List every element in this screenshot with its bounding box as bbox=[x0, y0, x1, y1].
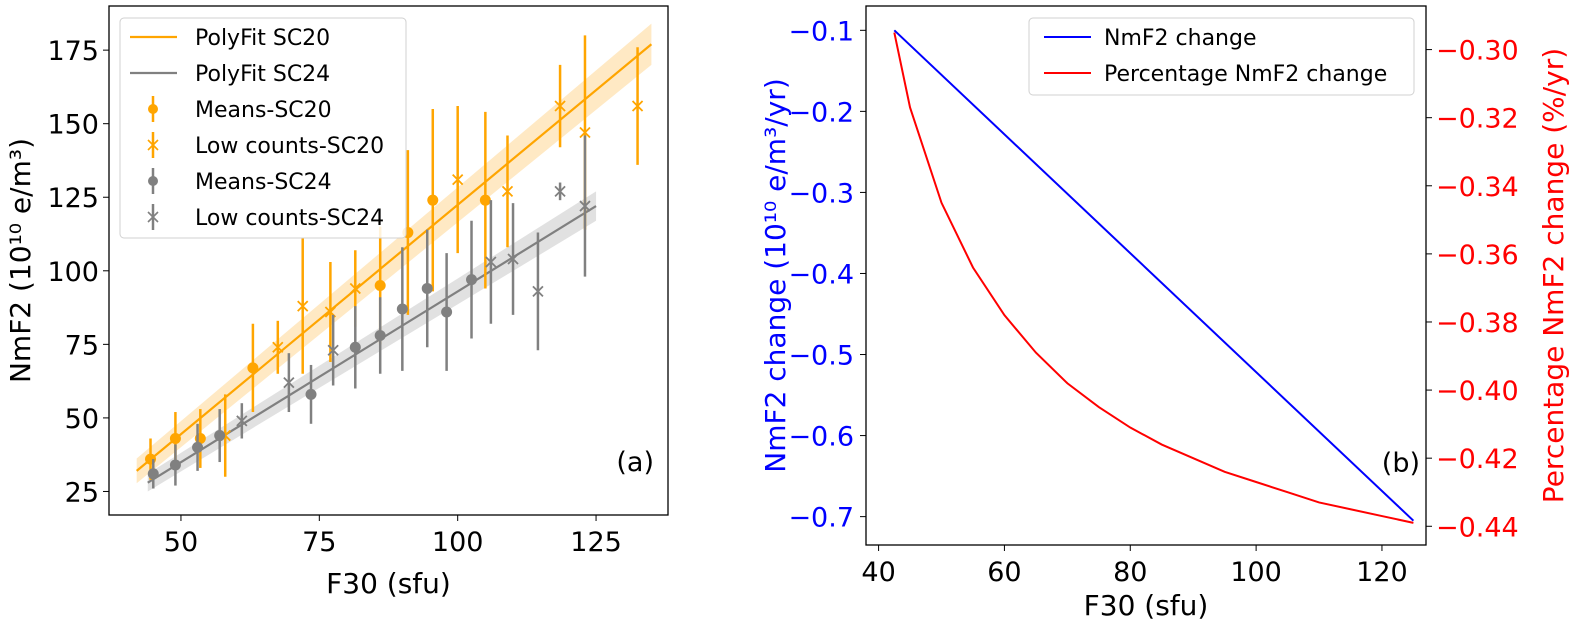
data-point-means-sc24 bbox=[421, 282, 433, 294]
data-point-low counts-sc20 bbox=[579, 126, 591, 139]
x-tick-label: 60 bbox=[987, 557, 1021, 588]
data-point-low counts-sc24 bbox=[485, 256, 497, 268]
x-tick-label: 40 bbox=[861, 557, 895, 588]
data-point-low counts-sc20 bbox=[501, 185, 514, 197]
data-point-low counts-sc24 bbox=[554, 185, 566, 197]
y-tick-label: 150 bbox=[47, 110, 99, 141]
data-point-means-sc24 bbox=[374, 330, 386, 342]
legend-x-icon bbox=[147, 139, 159, 151]
y-right-tick-label: −0.44 bbox=[1436, 512, 1519, 543]
y-left-tick-label: −0.2 bbox=[788, 97, 854, 128]
x-tick-label: 125 bbox=[570, 527, 622, 558]
y-right-tick-label: −0.42 bbox=[1436, 444, 1519, 475]
x-tick-label: 50 bbox=[164, 527, 198, 558]
y-right-tick-label: −0.36 bbox=[1436, 240, 1519, 271]
data-point-means-sc20 bbox=[427, 194, 439, 206]
data-point-means-sc24 bbox=[396, 303, 408, 315]
y-left-axis-label: NmF2 change (10¹⁰ e/m³/yr) bbox=[759, 78, 792, 473]
data-point-low counts-sc24 bbox=[579, 200, 591, 212]
data-point-low counts-sc24 bbox=[327, 344, 339, 356]
legend-circle-icon bbox=[148, 104, 158, 114]
data-point-means-sc24 bbox=[466, 274, 478, 286]
legend-label: Low counts-SC24 bbox=[195, 206, 384, 231]
y-tick-label: 50 bbox=[65, 404, 99, 435]
y-left-tick-label: −0.3 bbox=[788, 178, 854, 209]
legend-label: NmF2 change bbox=[1104, 26, 1257, 51]
x-axis-label: F30 (sfu) bbox=[1084, 589, 1209, 622]
y-tick-label: 175 bbox=[47, 36, 99, 67]
series-line-nmf2-change bbox=[893, 29, 1415, 522]
legend-x-icon bbox=[147, 211, 159, 223]
x-tick-label: 120 bbox=[1356, 557, 1408, 588]
fit-band-sc20 bbox=[136, 23, 652, 484]
x-tick-label: 100 bbox=[1230, 557, 1282, 588]
panel-a: 50 75 100 125 25 50 75 100 125 150 175 F30 (sfu) NmF… bbox=[4, 5, 669, 600]
y-right-tick-label: −0.34 bbox=[1436, 172, 1519, 203]
y-right-tick-label: −0.40 bbox=[1436, 376, 1519, 407]
data-point-low counts-sc24 bbox=[532, 285, 544, 298]
data-point-low counts-sc20 bbox=[554, 100, 566, 112]
legend-box bbox=[1028, 17, 1415, 96]
data-point-means-sc24 bbox=[169, 459, 181, 471]
fit-line-sc20 bbox=[135, 43, 653, 472]
y-tick-label: 75 bbox=[65, 330, 99, 361]
y-right-tick-label: −0.38 bbox=[1436, 308, 1519, 339]
legend: PolyFit SC20 PolyFit SC24 Means-SC20 Low co… bbox=[119, 17, 407, 239]
y-left-tick-label: −0.6 bbox=[788, 422, 854, 453]
y-left-tick-label: −0.4 bbox=[788, 259, 854, 290]
fit-line-sc24 bbox=[147, 205, 597, 484]
y-tick-label: 100 bbox=[47, 257, 99, 288]
x-tick-label: 100 bbox=[432, 527, 484, 558]
data-point-low counts-sc20 bbox=[272, 341, 284, 353]
data-point-means-sc24 bbox=[214, 430, 226, 442]
data-point-low counts-sc20 bbox=[631, 100, 644, 112]
legend: NmF2 change Percentage NmF2 change bbox=[1028, 17, 1415, 96]
data-point-means-sc24 bbox=[349, 341, 361, 353]
legend-label: Means-SC24 bbox=[195, 170, 332, 195]
data-point-means-sc20 bbox=[374, 280, 386, 292]
series-line-percentage-change bbox=[893, 32, 1414, 524]
data-point-low counts-sc20 bbox=[297, 300, 309, 312]
data-point-means-sc24 bbox=[192, 441, 204, 453]
y-left-tick-label: −0.5 bbox=[788, 341, 854, 372]
y-tick-label: 25 bbox=[65, 477, 99, 508]
panel-label: (b) bbox=[1382, 448, 1420, 479]
panel-label: (a) bbox=[616, 447, 654, 478]
x-tick-label: 80 bbox=[1113, 557, 1147, 588]
legend-label: PolyFit SC20 bbox=[195, 26, 330, 51]
y-axis-label: NmF2 (10¹⁰ e/m³) bbox=[4, 138, 37, 383]
data-point-low counts-sc20 bbox=[349, 282, 361, 295]
data-point-low counts-sc24 bbox=[507, 253, 519, 265]
data-point-low counts-sc24 bbox=[283, 376, 295, 389]
data-point-means-sc20 bbox=[169, 433, 181, 445]
legend-circle-icon bbox=[148, 176, 158, 186]
y-right-axis-label: Percentage NmF2 change (%/yr) bbox=[1537, 48, 1570, 503]
legend-label: Percentage NmF2 change bbox=[1104, 62, 1387, 87]
y-right-tick-label: −0.32 bbox=[1436, 104, 1519, 135]
fit-band-sc24 bbox=[147, 191, 597, 492]
legend-label: Low counts-SC20 bbox=[195, 134, 384, 159]
y-left-tick-label: −0.1 bbox=[788, 16, 854, 47]
data-point-means-sc24 bbox=[147, 468, 159, 480]
data-point-means-sc20 bbox=[479, 194, 491, 206]
legend-box bbox=[119, 17, 407, 239]
y-left-tick-label: −0.7 bbox=[788, 503, 854, 534]
legend-label: Means-SC20 bbox=[195, 98, 332, 123]
data-point-low counts-sc24 bbox=[236, 415, 248, 427]
panel-b: 40 60 80 100 120 −0.1 −0.2 −0.3 −0.4 −0.5 −0.6 −0.7… bbox=[759, 5, 1570, 622]
legend-label: PolyFit SC24 bbox=[195, 62, 330, 87]
x-tick-label: 75 bbox=[302, 527, 336, 558]
data-point-means-sc24 bbox=[305, 388, 317, 400]
data-point-means-sc20 bbox=[247, 362, 259, 374]
plot-frame bbox=[108, 5, 669, 516]
y-right-tick-label: −0.30 bbox=[1436, 36, 1519, 67]
plot-frame bbox=[865, 5, 1427, 546]
x-axis-label: F30 (sfu) bbox=[326, 567, 451, 600]
data-point-means-sc24 bbox=[441, 306, 453, 318]
y-tick-label: 125 bbox=[47, 183, 99, 214]
data-point-low counts-sc20 bbox=[452, 173, 464, 186]
